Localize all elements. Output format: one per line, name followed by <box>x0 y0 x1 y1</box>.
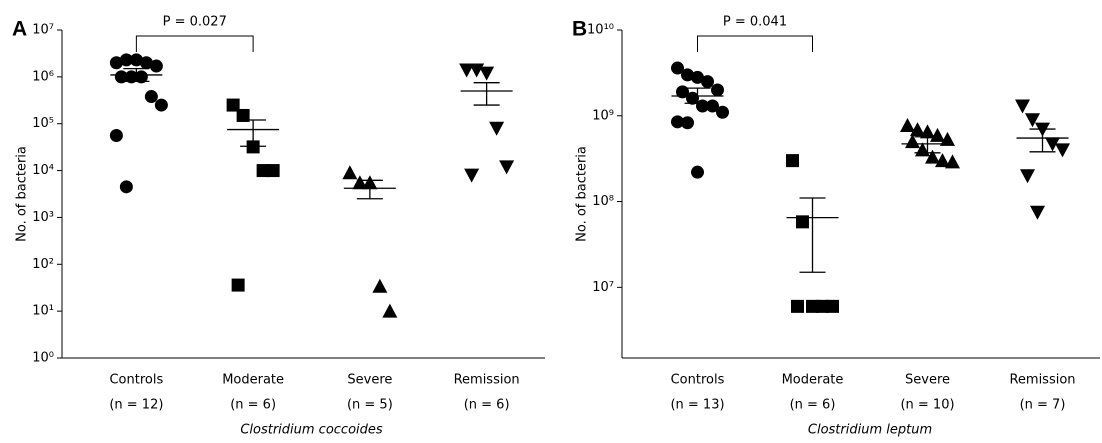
y-tick-label: 10² <box>32 257 54 272</box>
x-tick-label: Moderate <box>782 373 844 388</box>
data-point <box>479 66 495 81</box>
data-point <box>499 160 515 175</box>
data-point <box>134 70 148 84</box>
data-point <box>1025 113 1040 128</box>
x-tick-label: Controls <box>109 373 163 388</box>
significance-bracket <box>135 35 254 52</box>
category-note: (n = 12) <box>109 398 163 413</box>
data-point <box>342 165 358 180</box>
data-point <box>124 70 138 84</box>
data-point <box>1020 169 1035 184</box>
data-point <box>796 215 809 229</box>
data-point <box>716 105 729 119</box>
y-tick-label: 10⁷ <box>32 23 54 38</box>
data-point <box>109 56 123 70</box>
data-point <box>149 59 163 73</box>
data-point <box>139 56 153 70</box>
data-point <box>910 122 925 137</box>
data-point <box>691 165 704 179</box>
category-note: (n = 10) <box>900 398 954 413</box>
x-tick-label: Controls <box>671 373 725 388</box>
data-point <box>671 61 684 75</box>
data-point <box>154 98 168 112</box>
data-point <box>119 180 133 194</box>
significance-bracket <box>697 35 813 52</box>
data-point <box>900 118 915 133</box>
data-point <box>1030 205 1045 220</box>
y-axis-label: No. of bacteria <box>15 146 30 242</box>
data-point <box>114 70 128 84</box>
y-axis-label: No. of bacteria <box>575 146 590 242</box>
y-tick-label: 10³ <box>32 210 54 225</box>
x-axis-label: Clostridium leptum <box>808 423 932 438</box>
data-point <box>236 108 250 122</box>
panel-label: B <box>572 18 587 41</box>
category-note: (n = 6) <box>230 398 276 413</box>
data-point <box>816 299 829 313</box>
y-tick-label: 10¹⁰ <box>587 23 614 38</box>
category-note: (n = 6) <box>464 398 510 413</box>
x-tick-label: Moderate <box>222 373 284 388</box>
y-tick-label: 10⁰ <box>32 351 54 366</box>
data-point <box>464 168 480 183</box>
data-point <box>671 115 684 129</box>
data-point <box>129 53 143 67</box>
data-point <box>352 175 368 190</box>
data-point <box>930 127 945 142</box>
category-note: (n = 13) <box>670 398 724 413</box>
data-point <box>681 116 694 130</box>
data-point <box>256 164 270 178</box>
y-tick-label: 10⁷ <box>592 280 614 295</box>
x-tick-label: Severe <box>347 373 392 388</box>
data-point <box>701 75 714 89</box>
data-point <box>920 124 935 139</box>
data-point <box>144 90 158 104</box>
data-point <box>691 70 704 84</box>
data-point <box>786 154 799 168</box>
annotation: P = 0.041 <box>723 15 787 30</box>
annotation: P = 0.027 <box>163 15 227 30</box>
y-tick-label: 10¹ <box>32 304 54 319</box>
x-tick-label: Severe <box>905 373 950 388</box>
y-tick-label: 10⁴ <box>32 163 54 178</box>
data-point <box>711 83 724 97</box>
data-point <box>119 53 133 67</box>
data-point <box>945 154 960 169</box>
data-point <box>826 299 839 313</box>
data-point <box>266 164 280 178</box>
y-tick-label: 10⁵ <box>32 116 54 131</box>
data-point <box>925 149 940 164</box>
data-point <box>806 299 819 313</box>
panel-label: A <box>12 18 27 41</box>
data-point <box>935 153 950 168</box>
data-point <box>231 278 245 292</box>
x-tick-label: Remission <box>1009 373 1075 388</box>
data-point <box>905 134 920 149</box>
data-point <box>1055 143 1070 158</box>
category-note: (n = 7) <box>1020 398 1066 413</box>
category-note: (n = 5) <box>347 398 393 413</box>
x-axis-label: Clostridium coccoides <box>240 423 383 438</box>
data-point <box>1045 137 1060 152</box>
y-tick-label: 10⁶ <box>32 69 54 84</box>
data-point <box>489 121 505 136</box>
data-point <box>791 299 804 313</box>
data-point <box>681 68 694 82</box>
data-point <box>109 129 123 143</box>
data-point <box>686 91 699 105</box>
data-point <box>382 303 398 318</box>
data-point <box>226 98 240 112</box>
y-tick-label: 10⁹ <box>592 108 614 123</box>
data-point <box>459 63 475 78</box>
data-point <box>1015 99 1030 114</box>
y-tick-label: 10⁸ <box>592 194 614 209</box>
data-point <box>372 278 388 293</box>
category-note: (n = 6) <box>790 398 836 413</box>
data-point <box>940 131 955 146</box>
x-tick-label: Remission <box>454 373 520 388</box>
